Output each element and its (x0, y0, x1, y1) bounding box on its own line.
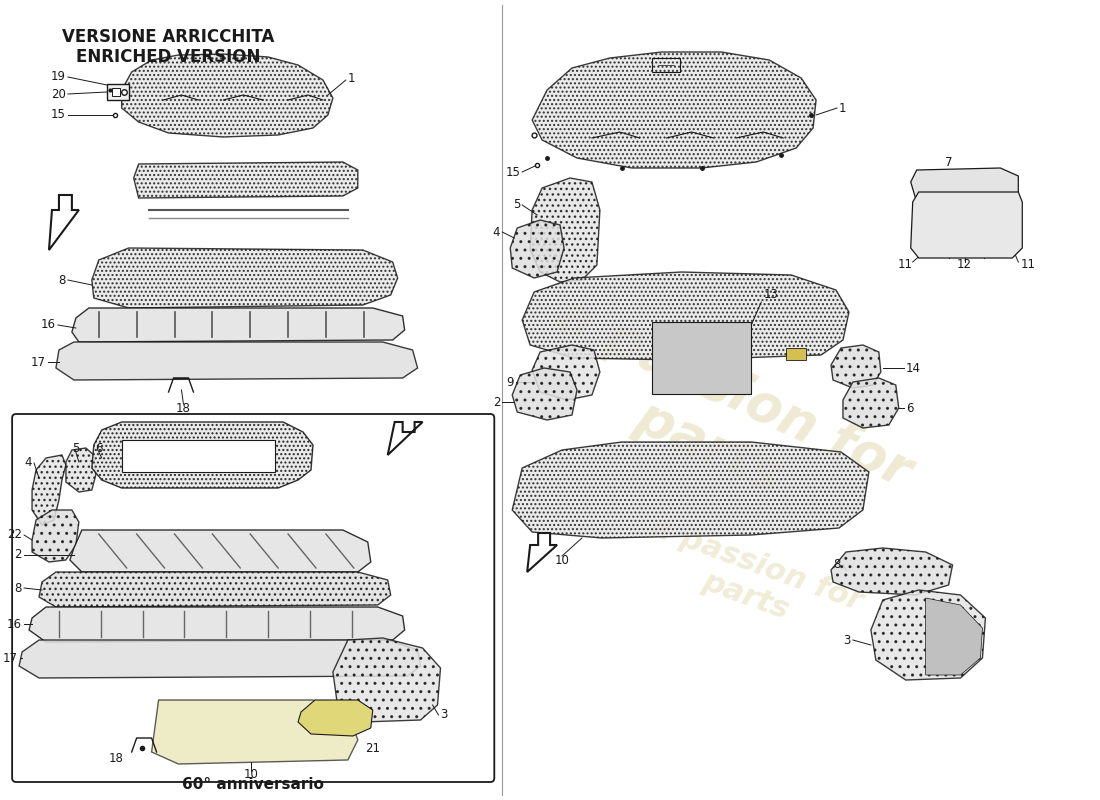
Text: 1: 1 (839, 102, 847, 114)
Polygon shape (122, 54, 333, 137)
Text: 21: 21 (365, 742, 381, 754)
Text: 16: 16 (7, 618, 22, 630)
Bar (112, 88, 120, 96)
Polygon shape (926, 598, 982, 675)
Polygon shape (843, 378, 899, 428)
Text: 14: 14 (905, 362, 921, 374)
Text: ENRICHED VERSION: ENRICHED VERSION (76, 48, 261, 66)
Polygon shape (56, 342, 418, 380)
Text: 13: 13 (763, 289, 778, 302)
Polygon shape (66, 448, 96, 492)
Polygon shape (298, 700, 373, 736)
Polygon shape (29, 607, 405, 642)
Text: 11: 11 (1021, 258, 1035, 271)
Polygon shape (830, 345, 881, 388)
Text: 10: 10 (554, 554, 570, 566)
Text: 16: 16 (41, 318, 56, 331)
Text: 2: 2 (14, 549, 22, 562)
Polygon shape (39, 572, 390, 607)
Polygon shape (871, 590, 986, 680)
Polygon shape (387, 422, 422, 455)
Text: 7: 7 (945, 155, 953, 169)
Text: 5: 5 (513, 198, 520, 211)
Text: VERSIONE ARRICCHITA: VERSIONE ARRICCHITA (63, 28, 275, 46)
Polygon shape (333, 638, 440, 722)
Text: 6: 6 (905, 402, 913, 414)
Polygon shape (527, 533, 557, 572)
Text: 8: 8 (834, 558, 842, 571)
Polygon shape (91, 248, 398, 308)
Text: 19: 19 (51, 70, 66, 83)
Polygon shape (134, 162, 358, 198)
Polygon shape (70, 530, 371, 572)
Text: 15: 15 (51, 109, 66, 122)
Text: 9: 9 (507, 375, 514, 389)
Text: 11: 11 (898, 258, 913, 271)
Polygon shape (513, 442, 869, 538)
Polygon shape (532, 52, 816, 168)
Text: 3: 3 (844, 634, 851, 646)
Polygon shape (911, 168, 1019, 202)
Bar (651, 322, 751, 394)
Polygon shape (532, 345, 600, 400)
Bar (651, 58, 680, 72)
Polygon shape (530, 178, 600, 282)
Text: 60° anniversario: 60° anniversario (183, 777, 324, 792)
FancyBboxPatch shape (12, 414, 494, 782)
Text: a passion for
parts: a passion for parts (636, 513, 867, 647)
Text: 20: 20 (51, 87, 66, 101)
Polygon shape (122, 440, 275, 472)
Text: 2: 2 (493, 395, 500, 409)
Text: 8: 8 (58, 274, 66, 286)
Polygon shape (19, 640, 420, 678)
Polygon shape (50, 195, 79, 250)
Polygon shape (72, 308, 405, 342)
Polygon shape (522, 272, 849, 360)
Text: 10: 10 (244, 769, 258, 782)
Text: 1: 1 (348, 71, 355, 85)
Text: 18: 18 (176, 402, 191, 414)
Text: 4: 4 (24, 457, 32, 470)
Polygon shape (510, 220, 564, 278)
Text: 4: 4 (493, 226, 500, 238)
Text: 6: 6 (95, 442, 102, 454)
Polygon shape (513, 368, 578, 420)
Text: 5: 5 (73, 442, 79, 454)
Bar (107, 84, 129, 100)
Text: 12: 12 (957, 258, 972, 271)
Text: 15: 15 (505, 166, 520, 178)
Text: a passion for
parts: a passion for parts (522, 288, 920, 552)
Polygon shape (830, 548, 953, 595)
Text: 17: 17 (3, 651, 18, 665)
Text: 18: 18 (108, 751, 123, 765)
Text: 3: 3 (440, 709, 448, 722)
Polygon shape (911, 192, 1022, 258)
Text: 17: 17 (31, 355, 46, 369)
Text: 22: 22 (7, 529, 22, 542)
Polygon shape (32, 455, 66, 525)
Polygon shape (32, 510, 79, 562)
Polygon shape (152, 700, 358, 764)
Text: 8: 8 (14, 582, 22, 594)
Bar (786, 348, 806, 360)
Polygon shape (91, 422, 314, 488)
